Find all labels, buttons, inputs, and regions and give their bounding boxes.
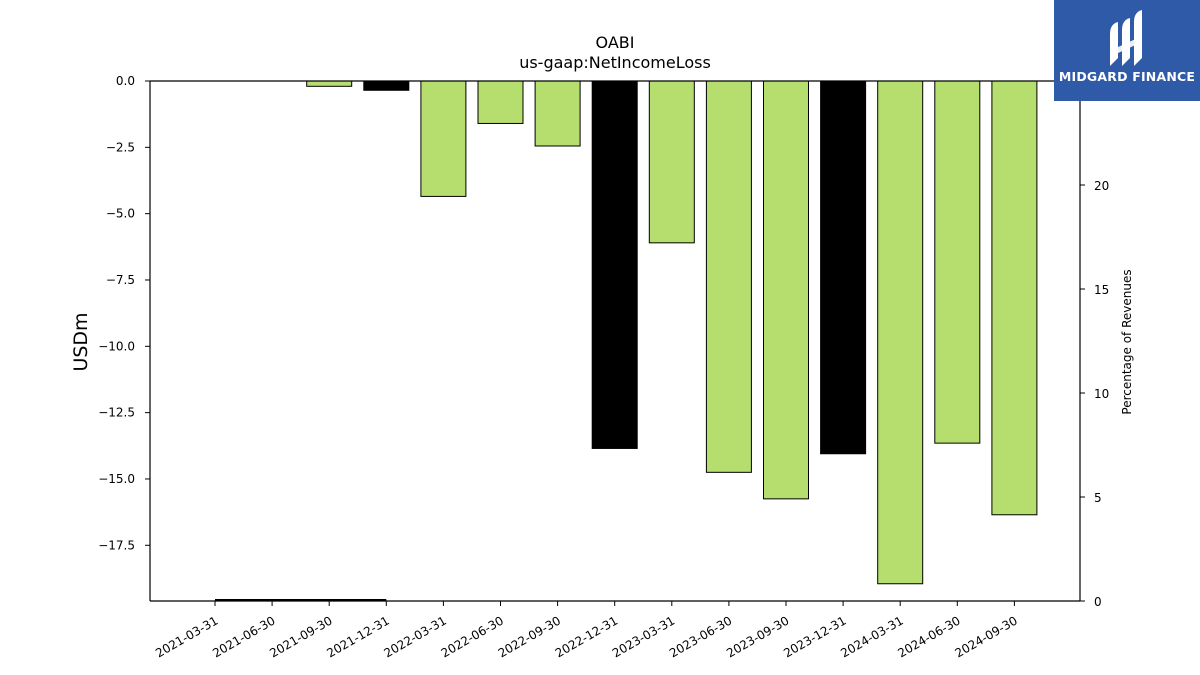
bar (648, 80, 695, 244)
x-tick-label: 2023-12-31 (781, 613, 848, 660)
chart-subtitle: us-gaap:NetIncomeLoss (519, 53, 711, 72)
x-tick-label: 2021-03-31 (153, 613, 220, 660)
bar (477, 80, 524, 124)
bar (306, 80, 353, 87)
midgard-m-logo-icon (1110, 10, 1142, 66)
y-axis-label: USDm (70, 312, 92, 371)
chart-title: OABI (596, 33, 635, 52)
x-tick-label: 2021-09-30 (267, 613, 334, 660)
bar (591, 80, 638, 449)
bars-group (306, 80, 1038, 585)
y-tick-label: −5.0 (106, 207, 135, 221)
y-tick-label: −15.0 (98, 472, 135, 486)
bar (420, 80, 467, 197)
x-tick-label: 2022-03-31 (381, 613, 448, 660)
y-tick-label: −12.5 (98, 406, 135, 420)
x-tick-label: 2021-12-31 (324, 613, 391, 660)
x-tick-label: 2023-09-30 (724, 613, 791, 660)
y2-axis-label: Percentage of Revenues (1120, 269, 1134, 414)
x-tick-label: 2022-12-31 (553, 613, 620, 660)
bar (934, 80, 981, 444)
x-tick-label: 2024-03-31 (838, 613, 905, 660)
y2-tick-label: 10 (1094, 387, 1109, 401)
bar (363, 80, 410, 91)
y2-tick-label: 5 (1094, 491, 1102, 505)
bar (705, 80, 752, 473)
bar (877, 80, 924, 585)
brand-logo: MIDGARD FINANCE (1054, 0, 1200, 101)
y-tick-label: −17.5 (98, 538, 135, 552)
x-tick-label: 2024-06-30 (895, 613, 962, 660)
x-tick-label: 2022-09-30 (496, 613, 563, 660)
bar (763, 80, 809, 500)
x-tick-label: 2022-06-30 (439, 613, 506, 660)
x-tick-label: 2023-03-31 (610, 613, 677, 660)
y2-tick-label: 20 (1094, 179, 1109, 193)
y2-tick-label: 15 (1094, 283, 1109, 297)
x-tick-label: 2021-06-30 (210, 613, 277, 660)
y-tick-label: −2.5 (106, 140, 135, 154)
y-tick-label: −7.5 (106, 273, 135, 287)
bar (534, 80, 581, 147)
x-tick-label: 2023-06-30 (667, 613, 734, 660)
x-tick-label: 2024-09-30 (952, 613, 1019, 660)
y-tick-label: 0.0 (116, 74, 135, 88)
brand-name: MIDGARD FINANCE (1058, 69, 1196, 84)
bar (991, 80, 1038, 516)
y2-tick-label: 0 (1094, 595, 1102, 609)
bar (820, 80, 867, 455)
y-tick-label: −10.0 (98, 339, 135, 353)
